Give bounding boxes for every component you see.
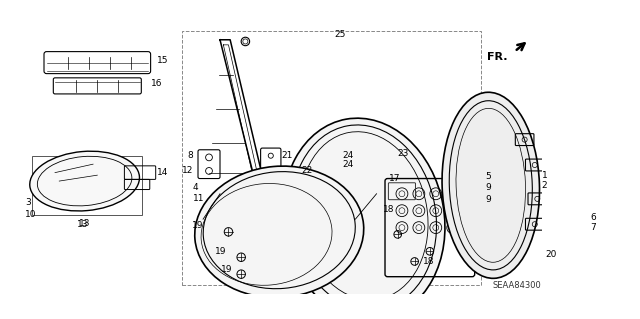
Text: 25: 25	[334, 30, 346, 39]
Bar	[182, 31, 481, 285]
Text: 19: 19	[215, 247, 227, 256]
Text: 19: 19	[221, 265, 233, 274]
Text: 13: 13	[79, 219, 90, 228]
Text: 2: 2	[541, 181, 547, 190]
Text: 24: 24	[342, 151, 354, 160]
Text: 12: 12	[182, 166, 193, 174]
Ellipse shape	[283, 118, 445, 319]
Ellipse shape	[442, 92, 540, 278]
Text: 19: 19	[191, 221, 203, 230]
Text: 18: 18	[639, 232, 640, 241]
Ellipse shape	[30, 151, 140, 211]
Ellipse shape	[195, 166, 364, 298]
Text: 4: 4	[193, 182, 198, 191]
Text: 9: 9	[486, 183, 492, 192]
Text: 23: 23	[397, 149, 409, 158]
Text: 11: 11	[193, 194, 204, 203]
Text: 8: 8	[187, 151, 193, 160]
Bar	[32, 156, 142, 215]
Text: 5: 5	[486, 172, 492, 181]
Text: 20: 20	[546, 250, 557, 259]
Text: 18: 18	[423, 257, 435, 266]
Text: 3: 3	[26, 198, 31, 207]
Text: 22: 22	[301, 166, 312, 174]
Text: FR.: FR.	[487, 52, 508, 62]
Text: 21: 21	[281, 151, 292, 160]
Text: 17: 17	[389, 174, 401, 183]
Text: 24: 24	[342, 160, 354, 169]
Text: 14: 14	[157, 168, 168, 177]
Text: 10: 10	[26, 211, 37, 219]
Text: 9: 9	[486, 195, 492, 204]
Text: 13: 13	[77, 220, 89, 229]
Text: 18: 18	[383, 204, 394, 213]
Text: 15: 15	[157, 56, 168, 64]
Text: 1: 1	[541, 171, 547, 180]
Text: 16: 16	[150, 79, 162, 88]
Text: 7: 7	[591, 223, 596, 232]
Text: SEAA84300: SEAA84300	[492, 281, 541, 290]
Text: 6: 6	[591, 213, 596, 222]
